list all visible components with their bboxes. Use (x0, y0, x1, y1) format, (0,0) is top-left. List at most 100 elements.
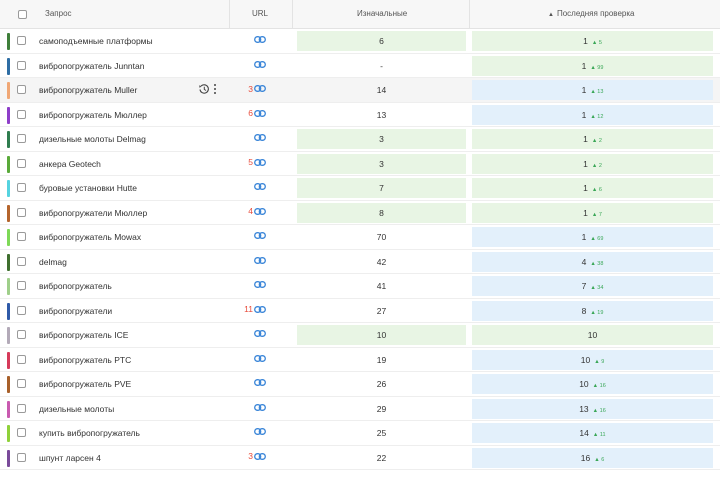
query-text[interactable]: вибропогружатель PVE (39, 379, 132, 389)
query-text[interactable]: анкера Geotech (39, 158, 101, 169)
table-row[interactable]: вибропогружатели 11 27 8 ▲ 19 (0, 299, 720, 323)
row-color-marker (7, 106, 10, 124)
row-checkbox[interactable] (17, 281, 26, 290)
table-row[interactable]: вибропогружатель 41 7 ▲ 34 (0, 274, 720, 299)
url-cell[interactable] (230, 328, 266, 342)
delta-value: 38 (597, 260, 604, 267)
query-text[interactable]: дизельные молоты Delmag (39, 134, 146, 144)
table-row[interactable]: вибропогружатель Junntan - 1 ▲ 99 (0, 54, 720, 78)
url-cell[interactable]: 3 (230, 451, 266, 465)
position-delta: ▲ 19 (590, 310, 603, 316)
row-checkbox[interactable] (17, 379, 26, 388)
more-options-icon[interactable] (214, 84, 217, 96)
position-delta: ▲ 7 (592, 212, 602, 218)
query-text[interactable]: вибропогружатель Junntan (39, 60, 145, 71)
query-text[interactable]: вибропогружатель PTC (39, 354, 132, 365)
row-checkbox[interactable] (17, 305, 26, 315)
query-text[interactable]: delmag (39, 256, 67, 267)
url-cell[interactable]: 4 (230, 206, 266, 220)
table-row[interactable]: дизельные молоты Delmag 3 1 ▲ 2 (0, 127, 720, 152)
row-color-marker (7, 351, 10, 369)
query-text[interactable]: самоподъемные платформы (39, 36, 153, 46)
row-checkbox[interactable] (17, 109, 26, 119)
table-row[interactable]: буровые установки Hutte 7 1 ▲ 6 (0, 176, 720, 201)
table-row[interactable]: delmag 42 4 ▲ 38 (0, 250, 720, 274)
row-checkbox[interactable] (17, 158, 26, 168)
row-checkbox[interactable] (17, 207, 26, 217)
query-text[interactable]: купить вибропогружатель (39, 428, 140, 438)
link-icon (254, 281, 266, 289)
header-query[interactable]: Запрос (45, 9, 72, 18)
row-checkbox[interactable] (17, 36, 26, 45)
header-url[interactable]: URL (252, 9, 269, 18)
select-all-checkbox[interactable] (18, 10, 27, 19)
delta-up-icon: ▲ (591, 138, 598, 144)
query-text[interactable]: вибропогружатель (39, 281, 112, 291)
url-cell[interactable] (230, 377, 266, 391)
last-position: 16 (580, 452, 591, 463)
row-checkbox[interactable] (17, 134, 26, 143)
query-text[interactable]: вибропогружатель ICE (39, 330, 129, 340)
row-checkbox[interactable] (17, 85, 26, 94)
row-color-marker (7, 425, 10, 442)
query-text[interactable]: вибропогружатели Мюллер (39, 207, 148, 218)
query-text[interactable]: дизельные молоты (39, 403, 115, 414)
url-cell[interactable] (230, 279, 266, 293)
url-cell[interactable]: 6 (230, 108, 266, 122)
url-cell[interactable]: 3 (230, 83, 266, 97)
table-row[interactable]: шпунт ларсен 4 3 22 16 ▲ 6 (0, 446, 720, 470)
query-text[interactable]: буровые установки Hutte (39, 183, 138, 193)
table-row[interactable]: вибропогружатели Мюллер 4 8 1 ▲ 7 (0, 201, 720, 225)
last-position: 1 (581, 60, 587, 71)
table-row[interactable]: самоподъемные платформы 6 1 ▲ 5 (0, 29, 720, 54)
delta-up-icon: ▲ (592, 407, 599, 414)
table-row[interactable]: вибропогружатель Мюллер 6 13 1 ▲ 12 (0, 103, 720, 127)
delta-up-icon: ▲ (594, 456, 600, 463)
query-text[interactable]: вибропогружатель Мюллер (39, 109, 147, 120)
row-checkbox[interactable] (17, 330, 26, 339)
header-initial[interactable]: Изначальные (357, 9, 408, 18)
query-text[interactable]: шпунт ларсен 4 (39, 452, 101, 463)
last-position: 10 (579, 379, 589, 389)
query-text[interactable]: вибропогружатели (39, 305, 113, 316)
row-checkbox[interactable] (17, 232, 26, 241)
row-checkbox[interactable] (17, 60, 26, 70)
url-cell[interactable] (230, 181, 266, 195)
table-row[interactable]: вибропогружатель PTC 19 10 ▲ 9 (0, 348, 720, 372)
url-cell[interactable] (230, 426, 266, 440)
history-icon[interactable] (198, 83, 210, 95)
header-last-check[interactable]: ▲ Последняя проверка (548, 9, 634, 18)
query-text[interactable]: вибропогружатель Mowax (39, 232, 142, 242)
delta-value: 5 (598, 40, 602, 46)
table-row[interactable]: анкера Geotech 5 3 1 ▲ 2 (0, 152, 720, 176)
row-checkbox[interactable] (17, 428, 26, 437)
table-row[interactable]: дизельные молоты 29 13 ▲ 16 (0, 397, 720, 421)
row-checkbox[interactable] (17, 183, 26, 192)
url-cell[interactable]: 5 (230, 157, 266, 171)
row-checkbox[interactable] (17, 354, 26, 364)
position-delta: ▲ 6 (594, 457, 604, 463)
table-row[interactable]: вибропогружатель Mowax 70 1 ▲ 69 (0, 225, 720, 250)
url-cell[interactable] (230, 132, 266, 146)
query-text[interactable]: вибропогружатель Muller (39, 85, 138, 95)
last-position: 1 (581, 232, 587, 242)
row-checkbox[interactable] (17, 452, 26, 462)
url-cell[interactable] (230, 59, 266, 73)
url-cell[interactable]: 11 (230, 304, 266, 318)
url-cell[interactable] (230, 34, 266, 48)
table-row[interactable]: вибропогружатель ICE 10 10 (0, 323, 720, 348)
table-row[interactable]: вибропогружатель PVE 26 10 ▲ 16 (0, 372, 720, 397)
position-delta: ▲ 34 (590, 285, 603, 291)
last-position: 1 (581, 85, 587, 95)
row-checkbox[interactable] (17, 403, 26, 413)
table-row[interactable]: вибропогружатель Muller 3 14 1 ▲ 13 (0, 78, 720, 103)
initial-position: 19 (376, 354, 387, 365)
last-check-cell: 1 ▲ 5 (472, 31, 713, 51)
position-delta: ▲ 16 (593, 383, 606, 389)
row-checkbox[interactable] (17, 256, 26, 266)
url-cell[interactable] (230, 230, 266, 244)
url-cell[interactable] (230, 255, 266, 269)
url-cell[interactable] (230, 402, 266, 416)
url-cell[interactable] (230, 353, 266, 367)
table-row[interactable]: купить вибропогружатель 25 14 ▲ 11 (0, 421, 720, 446)
